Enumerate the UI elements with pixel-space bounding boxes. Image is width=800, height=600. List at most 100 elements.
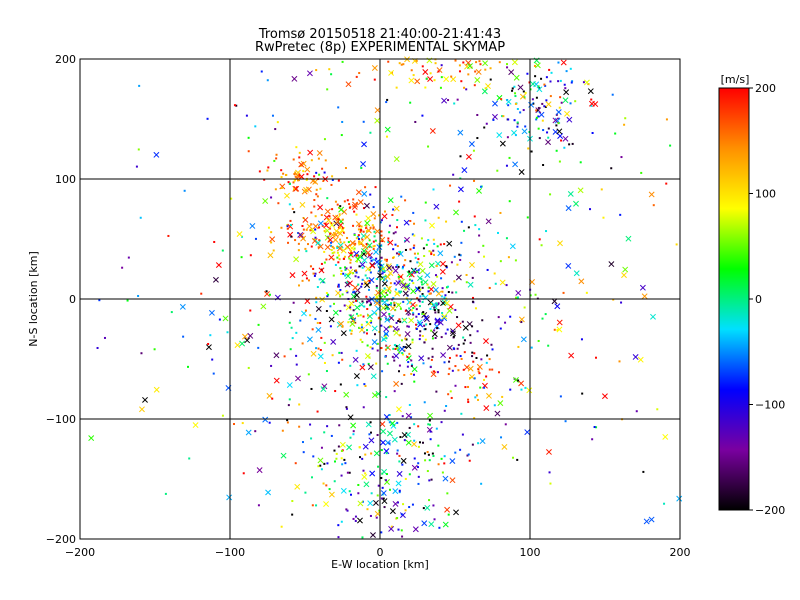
data-point-dot: [381, 486, 384, 489]
data-point-dot: [380, 476, 383, 479]
data-point-dot: [563, 146, 566, 149]
data-point-dot: [429, 72, 432, 75]
data-point-dot: [640, 171, 643, 174]
data-point-dot: [397, 348, 400, 351]
data-point-x: [639, 284, 646, 291]
data-point-dot: [480, 482, 483, 485]
colorbar-tick-label: −100: [755, 399, 785, 412]
data-point-x: [297, 231, 304, 238]
data-point-dot: [372, 240, 375, 243]
data-point-x: [361, 248, 367, 255]
data-point-x: [338, 320, 344, 327]
data-point-dot: [416, 270, 419, 273]
data-point-dot: [369, 303, 372, 306]
data-point-dot: [448, 367, 451, 370]
data-point-dot: [404, 337, 407, 340]
data-point-dot: [477, 442, 480, 445]
data-point-x: [306, 336, 313, 343]
data-point-x: [364, 282, 370, 289]
data-point-dot: [381, 370, 384, 373]
data-point-dot: [339, 295, 342, 298]
data-point-dot: [440, 277, 443, 280]
data-point-dot: [360, 166, 363, 169]
data-point-x: [338, 206, 345, 213]
data-point-dot: [517, 379, 520, 382]
data-point-dot: [295, 331, 298, 334]
data-point-dot: [344, 462, 347, 465]
data-point-dot: [524, 386, 527, 389]
data-point-dot: [393, 282, 396, 285]
data-point-dot: [287, 404, 290, 407]
data-point-dot: [323, 341, 326, 344]
data-point-dot: [319, 187, 322, 190]
data-point-dot: [505, 237, 508, 240]
data-point-x: [380, 428, 387, 435]
data-point-dot: [383, 210, 386, 213]
data-point-dot: [469, 341, 472, 344]
data-point-dot: [600, 188, 603, 191]
data-point-dot: [499, 260, 502, 263]
data-point-dot: [473, 352, 476, 355]
data-point-dot: [364, 186, 367, 189]
data-point-dot: [394, 348, 397, 351]
data-point-dot: [417, 445, 420, 448]
data-point-dot: [339, 288, 342, 291]
data-point-dot: [315, 193, 318, 196]
data-point-x: [546, 449, 552, 455]
data-point-dot: [371, 347, 374, 350]
data-point-dot: [498, 371, 501, 374]
data-point-dot: [319, 464, 322, 467]
data-point-dot: [339, 241, 342, 244]
data-point-dot: [437, 216, 440, 219]
data-point-dot: [413, 252, 416, 255]
data-point-dot: [209, 334, 212, 337]
data-point-dot: [367, 230, 370, 233]
data-point-x: [424, 272, 431, 279]
data-point-dot: [473, 215, 476, 218]
data-point-dot: [370, 492, 373, 495]
data-point-dot: [270, 231, 273, 234]
data-point-dot: [318, 226, 321, 229]
data-point-dot: [386, 299, 389, 302]
data-point-dot: [433, 242, 436, 245]
data-point-dot: [382, 338, 385, 341]
data-point-dot: [454, 384, 457, 387]
data-point-x: [557, 133, 564, 139]
data-point-dot: [319, 321, 322, 324]
data-point-dot: [167, 234, 170, 237]
data-point-x: [565, 205, 572, 212]
data-point-x: [369, 470, 376, 477]
data-point-dot: [362, 230, 365, 233]
data-point-dot: [337, 261, 340, 264]
data-point-dot: [460, 357, 463, 360]
data-point-dot: [330, 434, 333, 437]
data-point-dot: [358, 240, 361, 243]
data-point-dot: [287, 181, 290, 184]
data-point-dot: [398, 318, 401, 321]
data-point-dot: [268, 421, 271, 424]
data-point-dot: [427, 239, 430, 242]
data-point-dot: [400, 339, 403, 342]
data-point-dot: [366, 508, 369, 511]
data-point-dot: [458, 253, 461, 256]
data-point-dot: [126, 299, 129, 302]
data-point-x: [441, 313, 448, 320]
data-point-x: [329, 231, 336, 238]
data-point-dot: [400, 382, 403, 385]
data-point-dot: [352, 198, 355, 201]
data-point-dot: [422, 507, 425, 510]
data-point-dot: [384, 258, 387, 261]
data-point-dot: [339, 238, 342, 241]
data-point-dot: [341, 293, 344, 296]
data-point-dot: [568, 143, 571, 146]
data-point-x: [368, 437, 375, 444]
data-point-dot: [393, 359, 396, 362]
data-point-dot: [360, 326, 363, 329]
data-point-dot: [411, 503, 414, 506]
data-point-dot: [544, 313, 547, 316]
data-point-dot: [328, 488, 331, 491]
colorbar-tick-label: 100: [755, 188, 776, 201]
data-point-x: [301, 270, 308, 277]
data-point-dot: [348, 257, 351, 260]
data-point-dot: [305, 228, 308, 231]
